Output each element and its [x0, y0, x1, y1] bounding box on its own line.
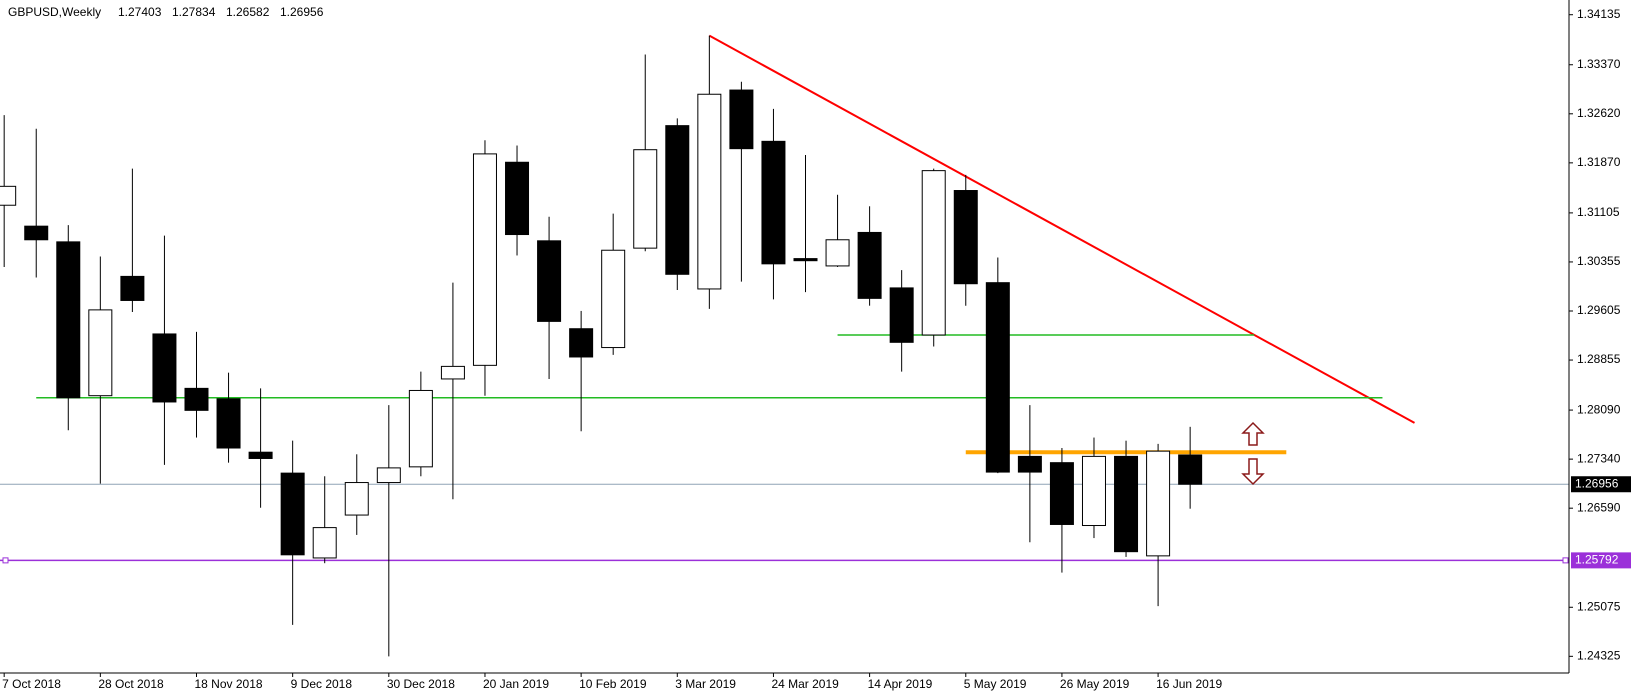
header-low: 1.26582	[226, 5, 270, 19]
x-tick-label: 18 Nov 2018	[194, 677, 262, 691]
y-tick-label: 1.28855	[1577, 352, 1621, 366]
last-price-label: 1.26956	[1575, 476, 1619, 490]
candle-body	[472, 153, 497, 366]
header-high: 1.27834	[172, 5, 216, 19]
candle-body	[344, 482, 369, 516]
y-tick-label: 1.34135	[1577, 7, 1621, 21]
candle-body	[376, 467, 401, 484]
candle-body	[440, 365, 465, 380]
y-tick-label: 1.33370	[1577, 57, 1621, 71]
candle-body	[24, 225, 49, 241]
candle-body	[1049, 462, 1074, 525]
candle-body	[1017, 455, 1042, 473]
candle-body	[601, 249, 626, 349]
y-tick-label: 1.31870	[1577, 155, 1621, 169]
candle-body	[729, 89, 754, 150]
candle-body	[761, 140, 786, 265]
candle-body	[857, 231, 882, 299]
candle-body	[184, 387, 209, 411]
x-tick-label: 24 Mar 2019	[771, 677, 839, 691]
x-tick-label: 30 Dec 2018	[387, 677, 455, 691]
candle-body	[0, 185, 17, 206]
x-tick-label: 9 Dec 2018	[291, 677, 353, 691]
candle-body	[1081, 455, 1106, 527]
x-tick-label: 14 Apr 2019	[868, 677, 933, 691]
candle-body	[280, 472, 305, 556]
level-label: 1.25792	[1575, 553, 1619, 567]
x-tick-label: 16 Jun 2019	[1156, 677, 1222, 691]
x-tick-label: 3 Mar 2019	[675, 677, 736, 691]
plot-area	[0, 34, 1569, 564]
candle-body	[953, 190, 978, 285]
candle-body	[88, 309, 113, 397]
y-tick-label: 1.24325	[1577, 648, 1621, 662]
candle-body	[505, 161, 530, 236]
header-open: 1.27403	[118, 5, 162, 19]
y-tick-label: 1.25075	[1577, 599, 1621, 613]
x-tick-label: 5 May 2019	[964, 677, 1027, 691]
x-tick-label: 28 Oct 2018	[98, 677, 164, 691]
candle-body	[569, 328, 594, 358]
x-tick-label: 26 May 2019	[1060, 677, 1130, 691]
last-price-box	[1571, 476, 1631, 493]
y-tick-label: 1.27340	[1577, 451, 1621, 465]
trend-line	[708, 34, 1415, 424]
down-arrow	[1241, 458, 1265, 486]
y-tick-label: 1.29605	[1577, 303, 1621, 317]
candle-body	[152, 333, 177, 403]
candle-body	[216, 398, 241, 449]
y-tick-label: 1.30355	[1577, 254, 1621, 268]
chart-title: GBPUSD,Weekly	[8, 5, 101, 19]
candle-body	[1146, 450, 1171, 557]
candle-body	[1178, 454, 1203, 485]
candle-body	[633, 149, 658, 249]
candle-body	[537, 240, 562, 322]
candle-body	[248, 451, 273, 459]
header-close: 1.26956	[280, 5, 324, 19]
up-arrow	[1241, 421, 1265, 446]
candle-body	[408, 389, 433, 468]
level-label-box	[1571, 552, 1631, 569]
candle-body	[665, 125, 690, 275]
candle-body	[889, 287, 914, 343]
level-end	[2, 557, 9, 564]
candle-body	[56, 241, 81, 399]
candle-body	[697, 93, 722, 290]
x-tick-label: 20 Jan 2019	[483, 677, 549, 691]
y-tick-label: 1.26590	[1577, 500, 1621, 514]
candle-body	[120, 275, 145, 301]
candle-body	[921, 170, 946, 336]
y-tick-label: 1.28090	[1577, 402, 1621, 416]
x-tick-label: 10 Feb 2019	[579, 677, 647, 691]
candle-body	[985, 282, 1010, 473]
y-tick-label: 1.31105	[1577, 205, 1620, 219]
x-tick-label: 7 Oct 2018	[2, 677, 61, 691]
y-tick-label: 1.32620	[1577, 106, 1621, 120]
candle-body	[825, 239, 850, 267]
candle-body	[312, 527, 337, 559]
candle-body	[793, 258, 818, 262]
level-end	[1562, 557, 1569, 564]
candle-body	[1114, 455, 1139, 553]
